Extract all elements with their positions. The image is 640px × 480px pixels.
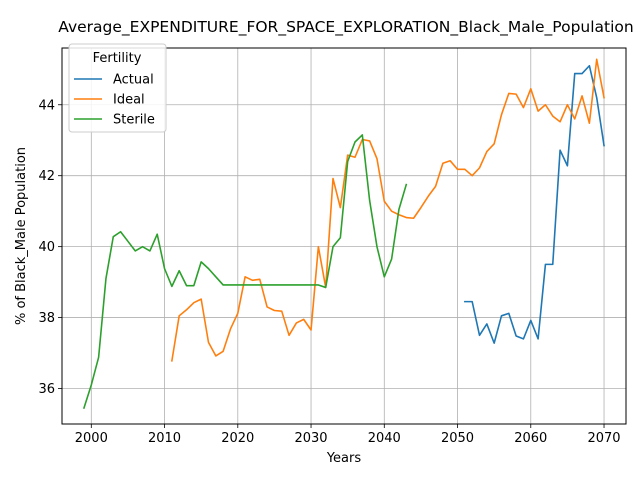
x-tick-label: 2030 [294,431,327,446]
x-tick-label: 2070 [587,431,620,446]
legend-title: Fertility [93,51,142,66]
plot-frame [61,47,627,425]
legend-label-sterile: Sterile [113,113,155,128]
series-line-ideal [170,58,605,362]
grid [62,48,626,424]
legend-label-actual: Actual [113,73,154,88]
chart-title: Average_EXPENDITURE_FOR_SPACE_EXPLORATIO… [58,18,633,37]
y-tick-label: 40 [38,240,55,255]
legend: Fertility Actual Ideal Sterile [68,43,167,133]
x-tick-label: 2060 [514,431,547,446]
x-tick-label: 2020 [221,431,254,446]
series-line-sterile [82,134,408,410]
x-tick-label: 2000 [75,431,108,446]
y-tick-label: 42 [38,169,55,184]
y-tick-label: 38 [38,311,55,326]
ticks: 2000 2010 2020 2030 2040 2050 2060 2070 36 38 40 42… [38,98,620,446]
x-axis-label: Years [326,451,362,466]
y-tick-label: 36 [38,382,55,397]
x-tick-label: 2010 [148,431,181,446]
legend-label-ideal: Ideal [113,93,145,108]
series-line-actual [464,64,605,344]
series-layer [82,58,605,410]
x-tick-label: 2050 [441,431,474,446]
legend-box [68,43,167,133]
legend-entries: Actual Ideal Sterile [74,73,155,128]
y-tick-label: 44 [38,98,55,113]
y-axis-label: % of Black_Male Population [14,147,29,325]
x-tick-label: 2040 [368,431,401,446]
